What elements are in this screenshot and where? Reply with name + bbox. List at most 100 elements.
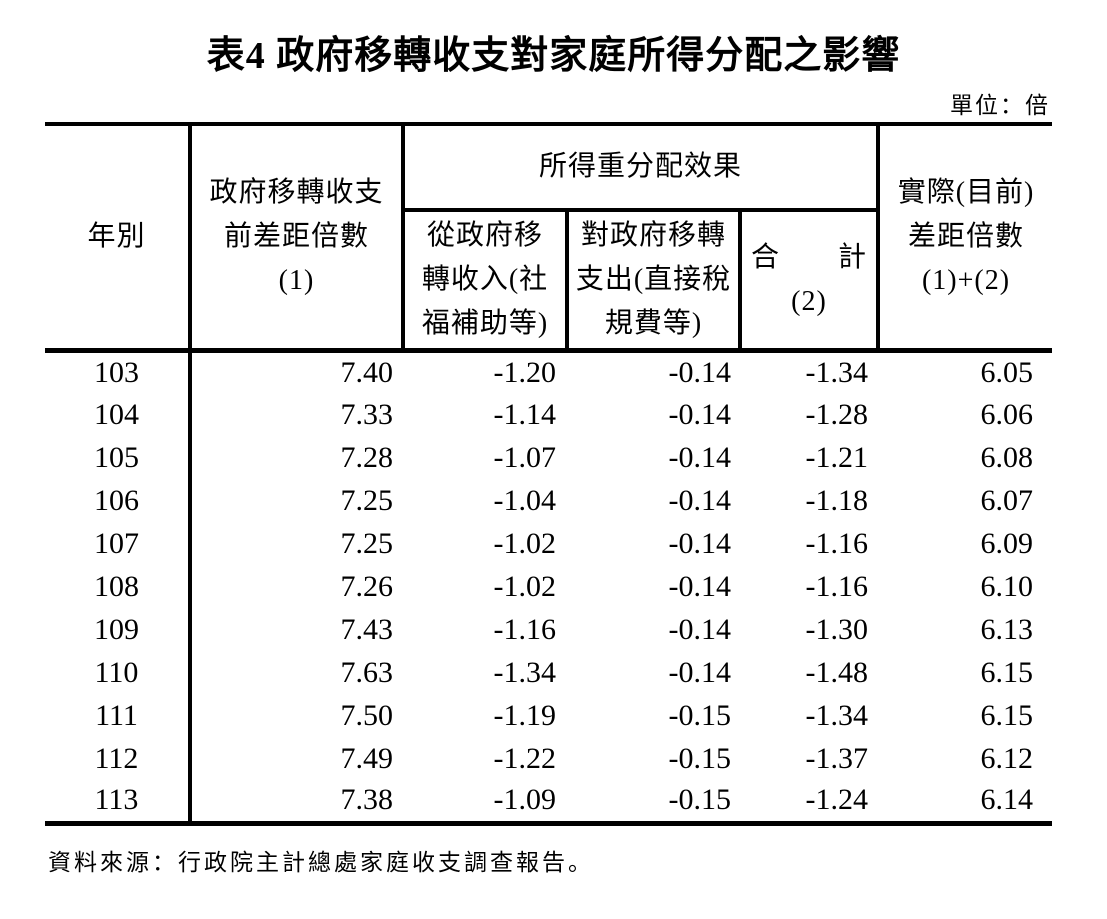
total-effect-cell: -1.34 xyxy=(805,355,869,389)
pre-gap-cell: 7.25 xyxy=(340,526,394,560)
header-transfer-expense-line2: 支出(直接稅 xyxy=(575,263,732,295)
table-row: 106 7.25 -1.04 -0.14 -1.18 6.07 xyxy=(45,479,1052,522)
header-actual-ratio: 實際(目前) 差距倍數 (1)+(2) xyxy=(878,124,1053,353)
header-actual-line2: 差距倍數 xyxy=(908,220,1025,252)
transfer-income-cell: -1.16 xyxy=(493,612,557,646)
transfer-expense-cell: -0.15 xyxy=(668,698,732,732)
table-row: 111 7.50 -1.19 -0.15 -1.34 6.15 xyxy=(45,694,1052,737)
header-transfer-expense-line1: 對政府移轉 xyxy=(580,219,726,251)
transfer-expense-cell: -0.14 xyxy=(668,397,732,431)
actual-ratio-cell: 6.09 xyxy=(980,526,1034,560)
header-pre-gap-line1: 政府移轉收支 xyxy=(209,176,384,208)
transfer-income-cell: -1.19 xyxy=(493,698,557,732)
total-effect-cell: -1.16 xyxy=(805,569,869,603)
actual-ratio-cell: 6.14 xyxy=(980,783,1034,817)
transfer-expense-cell: -0.14 xyxy=(668,655,732,689)
transfer-expense-cell: -0.15 xyxy=(668,741,732,775)
pre-gap-cell: 7.26 xyxy=(340,569,394,603)
header-actual-line1: 實際(目前) xyxy=(897,176,1035,208)
header-total-effect-line2: (2) xyxy=(791,285,827,317)
pre-gap-cell: 7.38 xyxy=(340,783,394,817)
transfer-income-cell: -1.04 xyxy=(493,483,557,517)
pre-gap-cell: 7.50 xyxy=(340,698,394,732)
unit-label: 單位：倍 xyxy=(950,93,1050,118)
source-note: 資料來源：行政院主計總處家庭收支調查報告。 xyxy=(48,850,594,875)
header-total-effect: 合 計 (2) xyxy=(740,210,881,353)
header-transfer-income-line2: 轉收入(社 xyxy=(421,263,549,295)
transfer-expense-cell: -0.14 xyxy=(668,526,732,560)
transfer-expense-cell: -0.14 xyxy=(668,569,732,603)
year-cell: 113 xyxy=(45,780,192,823)
total-effect-cell: -1.18 xyxy=(805,483,869,517)
transfer-expense-cell: -0.14 xyxy=(668,483,732,517)
statistics-table: 年別 政府移轉收支 前差距倍數 (1) 所得重分配效果 實際(目前) 差距倍數 … xyxy=(45,122,1053,826)
total-effect-cell: -1.24 xyxy=(805,783,869,817)
year-cell: 109 xyxy=(45,608,192,651)
pre-gap-cell: 7.63 xyxy=(340,655,394,689)
table-row: 110 7.63 -1.34 -0.14 -1.48 6.15 xyxy=(45,651,1052,694)
header-total-effect-line1: 合 計 xyxy=(751,241,868,273)
table-body: 103 7.40 -1.20 -0.14 -1.34 6.05 104 7.33 -1.14 -0… xyxy=(45,350,1052,823)
header-redistribution-label: 所得重分配效果 xyxy=(539,151,743,182)
actual-ratio-cell: 6.08 xyxy=(980,440,1034,474)
transfer-expense-cell: -0.15 xyxy=(668,783,732,817)
pre-gap-cell: 7.40 xyxy=(340,355,394,389)
transfer-income-cell: -1.02 xyxy=(493,569,557,603)
total-effect-cell: -1.16 xyxy=(805,526,869,560)
table-row: 105 7.28 -1.07 -0.14 -1.21 6.08 xyxy=(45,436,1052,479)
header-pre-gap: 政府移轉收支 前差距倍數 (1) xyxy=(190,124,405,353)
year-cell: 112 xyxy=(45,737,192,780)
actual-ratio-cell: 6.10 xyxy=(980,569,1034,603)
actual-ratio-cell: 6.15 xyxy=(980,655,1034,689)
income-distribution-table: 年別 政府移轉收支 前差距倍數 (1) 所得重分配效果 實際(目前) 差距倍數 … xyxy=(45,122,1053,826)
year-cell: 105 xyxy=(45,436,192,479)
table-row: 108 7.26 -1.02 -0.14 -1.16 6.10 xyxy=(45,565,1052,608)
transfer-income-cell: -1.09 xyxy=(493,783,557,817)
year-cell: 106 xyxy=(45,479,192,522)
pre-gap-cell: 7.43 xyxy=(340,612,394,646)
year-cell: 108 xyxy=(45,565,192,608)
header-year: 年別 xyxy=(45,124,192,353)
header-transfer-income-line3: 福補助等) xyxy=(421,307,549,339)
actual-ratio-cell: 6.07 xyxy=(980,483,1034,517)
table-title: 表4 政府移轉收支對家庭所得分配之影響 xyxy=(206,35,901,77)
transfer-income-cell: -1.34 xyxy=(493,655,557,689)
year-cell: 110 xyxy=(45,651,192,694)
header-year-label: 年別 xyxy=(87,220,146,252)
transfer-expense-cell: -0.14 xyxy=(668,440,732,474)
header-actual-line3: (1)+(2) xyxy=(921,264,1011,296)
actual-ratio-cell: 6.15 xyxy=(980,698,1034,732)
actual-ratio-cell: 6.12 xyxy=(980,741,1034,775)
header-transfer-income: 從政府移 轉收入(社 福補助等) xyxy=(403,210,569,353)
table-row: 112 7.49 -1.22 -0.15 -1.37 6.12 xyxy=(45,737,1052,780)
actual-ratio-cell: 6.05 xyxy=(980,355,1034,389)
table-row: 113 7.38 -1.09 -0.15 -1.24 6.14 xyxy=(45,780,1052,823)
pre-gap-cell: 7.49 xyxy=(340,741,394,775)
table-row: 104 7.33 -1.14 -0.14 -1.28 6.06 xyxy=(45,393,1052,436)
pre-gap-cell: 7.28 xyxy=(340,440,394,474)
header-transfer-income-line1: 從政府移 xyxy=(426,219,543,251)
total-effect-cell: -1.30 xyxy=(805,612,869,646)
header-transfer-expense-line3: 規費等) xyxy=(604,307,703,339)
header-redistribution-group: 所得重分配效果 xyxy=(403,124,881,212)
transfer-expense-cell: -0.14 xyxy=(668,612,732,646)
transfer-income-cell: -1.14 xyxy=(493,397,557,431)
table-row: 107 7.25 -1.02 -0.14 -1.16 6.09 xyxy=(45,522,1052,565)
year-cell: 111 xyxy=(45,694,192,737)
total-effect-cell: -1.48 xyxy=(805,655,869,689)
header-pre-gap-line3: (1) xyxy=(278,264,315,296)
table-header: 年別 政府移轉收支 前差距倍數 (1) 所得重分配效果 實際(目前) 差距倍數 … xyxy=(45,124,1053,353)
total-effect-cell: -1.21 xyxy=(805,440,869,474)
table-row: 103 7.40 -1.20 -0.14 -1.34 6.05 xyxy=(45,350,1052,393)
total-effect-cell: -1.37 xyxy=(805,741,869,775)
pre-gap-cell: 7.33 xyxy=(340,397,394,431)
transfer-income-cell: -1.07 xyxy=(493,440,557,474)
table-row: 109 7.43 -1.16 -0.14 -1.30 6.13 xyxy=(45,608,1052,651)
pre-gap-cell: 7.25 xyxy=(340,483,394,517)
year-cell: 104 xyxy=(45,393,192,436)
transfer-income-cell: -1.22 xyxy=(493,741,557,775)
total-effect-cell: -1.34 xyxy=(805,698,869,732)
transfer-expense-cell: -0.14 xyxy=(668,355,732,389)
transfer-income-cell: -1.02 xyxy=(493,526,557,560)
